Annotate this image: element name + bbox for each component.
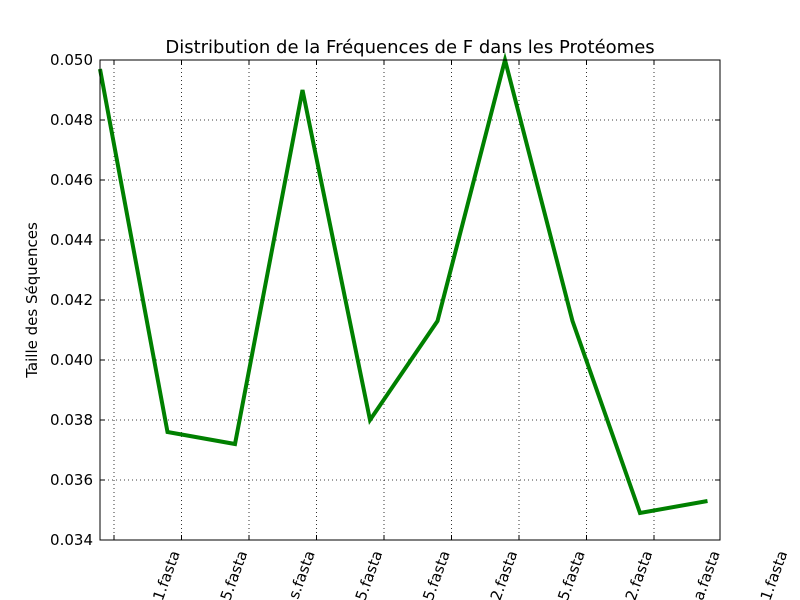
- y-tick-label: 0.048: [50, 111, 93, 129]
- x-tick-label: 5.fasta: [554, 548, 589, 600]
- y-tick-label: 0.040: [50, 351, 93, 369]
- x-tick-label: 5.fasta: [352, 548, 387, 600]
- x-tick-label: 1.fasta: [149, 548, 184, 600]
- y-tick-label: 0.034: [50, 531, 93, 549]
- x-tick-label: 5.fasta: [419, 548, 454, 600]
- series: [98, 52, 708, 516]
- x-tick-label: a.fasta: [689, 548, 723, 600]
- y-tick-label: 0.042: [50, 291, 93, 309]
- y-tick-label: 0.044: [50, 231, 93, 249]
- series-line: [98, 52, 708, 516]
- y-tick-label: 0.036: [50, 471, 93, 489]
- y-axis-label: Taille des Séquences: [23, 222, 41, 379]
- x-tick-label: 2.fasta: [622, 548, 657, 600]
- y-tick-label: 0.050: [50, 51, 93, 69]
- x-tick-label: 1.fasta: [757, 548, 792, 600]
- y-tick-label: 0.038: [50, 411, 93, 429]
- x-tick-label: 5.fasta: [217, 548, 252, 600]
- x-tick-label: 2.fasta: [487, 548, 522, 600]
- grid: [100, 60, 720, 540]
- y-tick-label: 0.046: [50, 171, 93, 189]
- ticks: 0.034 0.036 0.038 0.040 0.042 0.044 0.046 0.048…: [50, 51, 791, 600]
- x-tick-label: s.fasta: [285, 548, 319, 600]
- chart-title: Distribution de la Fréquences de F dans …: [165, 37, 654, 58]
